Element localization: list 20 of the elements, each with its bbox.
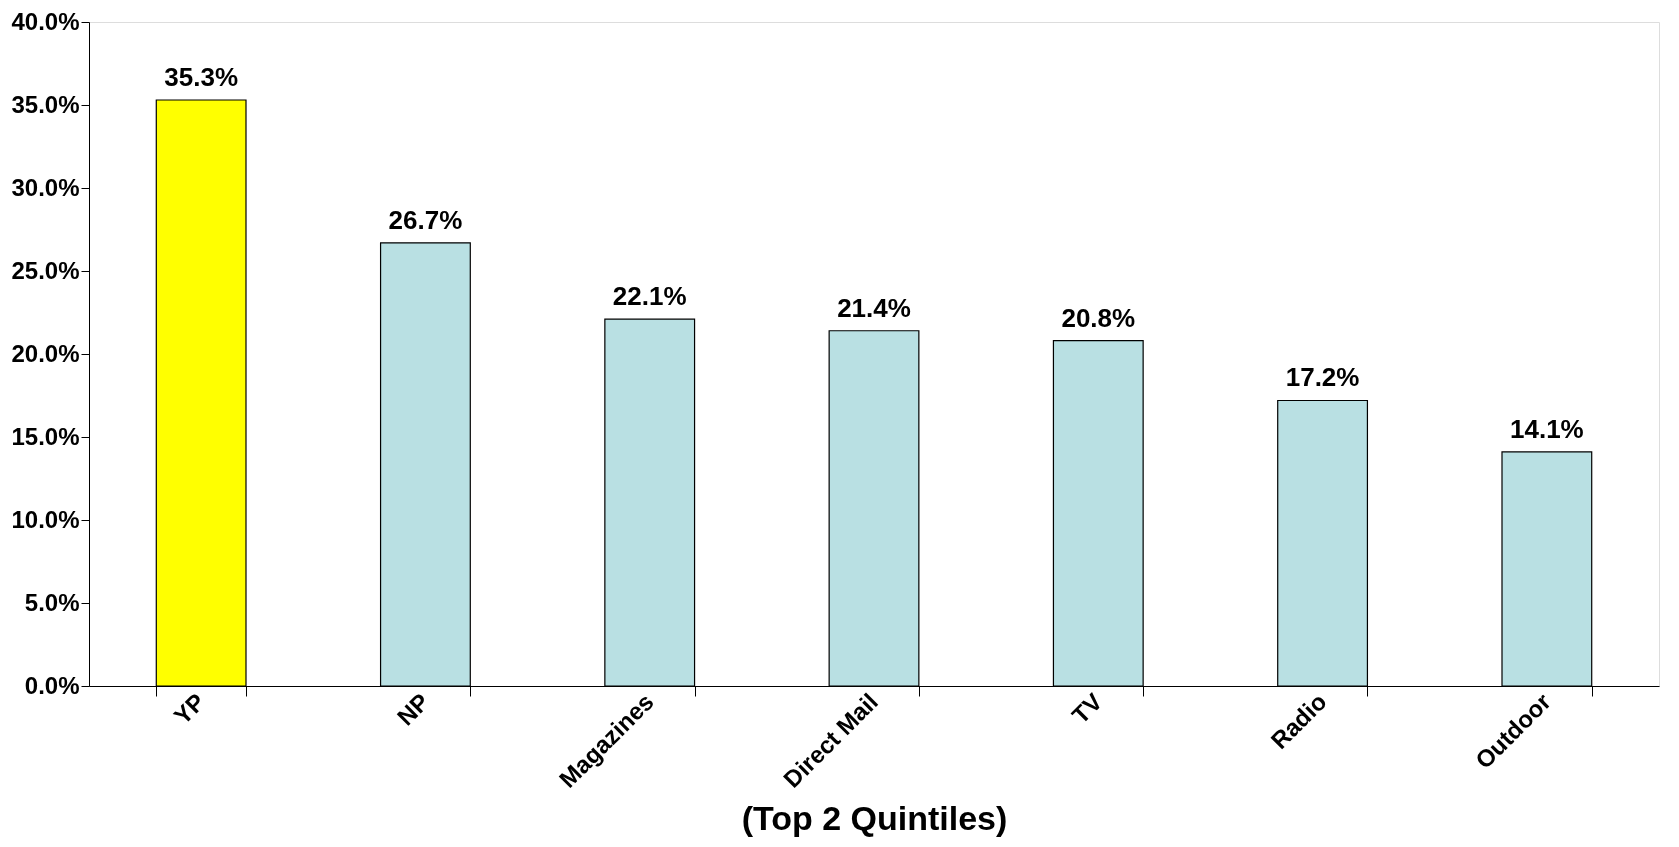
data-label: 22.1% (612, 281, 687, 312)
data-label: 35.3% (164, 62, 239, 93)
x-axis-title: (Top 2 Quintiles) (741, 798, 1008, 837)
x-tick-label: YP (168, 687, 211, 730)
data-label: 14.1% (1509, 413, 1584, 444)
y-tick-label: 15.0% (11, 422, 80, 450)
data-label: 20.8% (1061, 302, 1136, 333)
y-tick-label: 30.0% (11, 173, 80, 201)
y-tick-label: 10.0% (11, 505, 80, 533)
data-label: 21.4% (837, 292, 911, 323)
x-tick-label: TV (1066, 687, 1108, 729)
x-tick-label: NP (391, 687, 435, 731)
y-tick-label: 35.0% (11, 90, 80, 118)
data-label: 17.2% (1285, 362, 1360, 393)
data-label: 26.7% (388, 204, 463, 235)
y-tick-label: 20.0% (11, 339, 80, 367)
y-tick-label: 40.0% (11, 7, 80, 35)
y-tick-label: 25.0% (11, 256, 80, 284)
y-tick-label: 0.0% (24, 671, 80, 699)
y-tick-label: 5.0% (24, 588, 80, 616)
